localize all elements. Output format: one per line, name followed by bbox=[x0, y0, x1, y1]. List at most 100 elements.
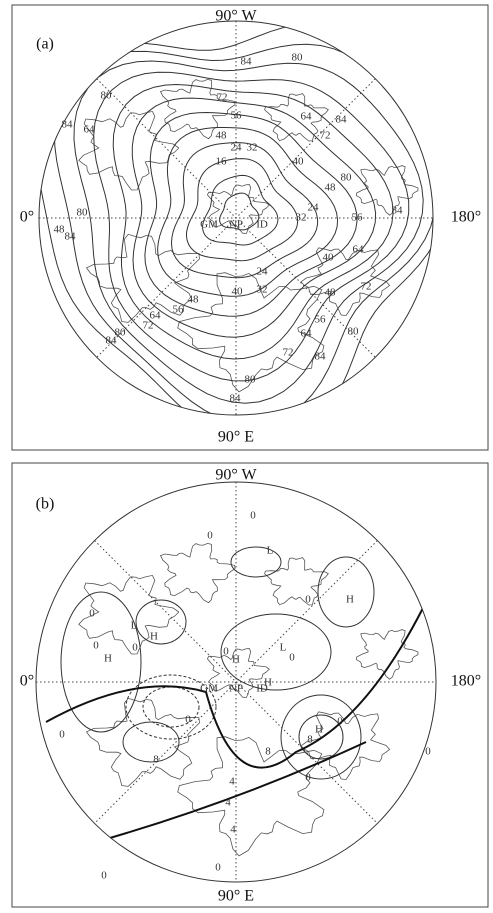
contour-label: 56 bbox=[315, 314, 327, 326]
contour-label: 0 bbox=[207, 530, 213, 542]
contour-label: 24 bbox=[308, 202, 320, 214]
pressure-center-label: H bbox=[346, 594, 354, 606]
meridian-label: 0° bbox=[20, 673, 34, 690]
contour-label: 32 bbox=[296, 212, 307, 224]
contour-label: 64 bbox=[301, 111, 313, 123]
contour-label: 48 bbox=[325, 182, 337, 194]
contour-label: 72 bbox=[283, 347, 294, 359]
meridian-label: 90° W bbox=[215, 467, 257, 484]
contour-label: 84 bbox=[106, 335, 118, 347]
meridian-label: 180° bbox=[451, 673, 481, 690]
contour-label: 4 bbox=[230, 824, 236, 836]
contour-label: 0 bbox=[59, 729, 65, 741]
contour-label: 80 bbox=[101, 90, 113, 102]
contour-label: 72 bbox=[361, 281, 372, 293]
region-label: NP bbox=[229, 683, 243, 695]
region-label: ID bbox=[256, 219, 268, 231]
contour-label: 80 bbox=[348, 326, 360, 338]
pressure-center-label: L bbox=[280, 642, 287, 654]
contour-label: 84 bbox=[315, 351, 327, 363]
meridian-label: 90° W bbox=[215, 8, 257, 25]
contour-label: 56 bbox=[231, 110, 243, 122]
contour-label: 32 bbox=[247, 142, 258, 154]
meridian-label: 90° E bbox=[218, 888, 254, 905]
contour-label: 40 bbox=[323, 252, 335, 264]
contour-label: 80 bbox=[341, 172, 353, 184]
coastline bbox=[178, 737, 324, 856]
contour-label: 64 bbox=[301, 328, 313, 340]
contour-label: 0 bbox=[185, 714, 191, 726]
contour bbox=[136, 600, 186, 644]
contour-label: 8 bbox=[307, 734, 313, 746]
pressure-center-label: H bbox=[150, 631, 158, 643]
contour-label: 4 bbox=[225, 797, 231, 809]
contour-label: 0 bbox=[223, 646, 229, 658]
contour-label: 84 bbox=[65, 231, 77, 243]
contour-label: 64 bbox=[353, 244, 365, 256]
contour-label: 84 bbox=[62, 119, 74, 131]
contour-label: 0 bbox=[337, 716, 343, 728]
contour-label: 56 bbox=[173, 304, 185, 316]
contour-label: 0 bbox=[425, 746, 431, 758]
contour-label: 24 bbox=[231, 142, 243, 154]
contour bbox=[35, 23, 447, 446]
contour-label: 0 bbox=[132, 642, 138, 654]
figure: (a)90° W90° E0°180°GMNPID848080847264645… bbox=[0, 0, 493, 908]
coastline bbox=[301, 248, 390, 316]
coastline bbox=[87, 698, 200, 786]
contour bbox=[61, 592, 141, 732]
contour-label: 80 bbox=[245, 374, 257, 386]
contour-label: 84 bbox=[241, 56, 253, 68]
panel-label: (a) bbox=[36, 36, 54, 53]
contour-label: 8 bbox=[153, 754, 159, 766]
contour bbox=[74, 61, 423, 403]
contour bbox=[231, 547, 281, 577]
contour bbox=[54, 44, 435, 424]
pressure-center-label: L bbox=[267, 545, 274, 557]
contour-label: 0 bbox=[305, 594, 311, 606]
contour-label: 72 bbox=[217, 92, 228, 104]
pressure-center-label: H bbox=[104, 653, 112, 665]
contour-label: 4 bbox=[229, 776, 235, 788]
contour-label: 0 bbox=[89, 608, 95, 620]
contour-label: 72 bbox=[143, 320, 154, 332]
contour-label: 72 bbox=[320, 130, 331, 142]
map-content bbox=[35, 21, 447, 446]
contour-label: 24 bbox=[257, 266, 269, 278]
contour-label: 80 bbox=[292, 52, 304, 64]
contour-label: 48 bbox=[216, 130, 228, 142]
contour-label: 40 bbox=[232, 286, 244, 298]
coastline bbox=[301, 712, 390, 780]
contour-label: 0 bbox=[93, 640, 99, 652]
region-label: GM bbox=[200, 219, 218, 231]
contour-label: 48 bbox=[54, 224, 66, 236]
meridian-label: 180° bbox=[451, 209, 481, 226]
coastline bbox=[356, 630, 418, 680]
contour-label: 32 bbox=[257, 284, 268, 296]
pressure-center-label: H bbox=[232, 654, 240, 666]
contour-label: 64 bbox=[84, 124, 96, 136]
pressure-center-label: H bbox=[315, 724, 323, 736]
pressure-center-label: H bbox=[264, 677, 272, 689]
contour-label: 0 bbox=[250, 510, 256, 522]
pressure-center-label: L bbox=[131, 620, 138, 632]
contour-label: 84 bbox=[230, 393, 242, 405]
contour-label: 84 bbox=[392, 205, 404, 217]
contour-label: 0 bbox=[101, 870, 107, 882]
contour-label: 56 bbox=[352, 212, 364, 224]
contour bbox=[123, 722, 179, 762]
contour-label: 40 bbox=[293, 156, 305, 168]
meridian-label: 0° bbox=[20, 209, 34, 226]
contour-label: 84 bbox=[336, 114, 348, 126]
contour-label: 0 bbox=[215, 862, 221, 874]
contour-label: 80 bbox=[77, 207, 89, 219]
region-label: NP bbox=[229, 219, 243, 231]
panel-frame bbox=[12, 463, 488, 907]
contour-label: 0 bbox=[289, 652, 295, 664]
contour-label: 16 bbox=[216, 156, 228, 168]
panel-label: (b) bbox=[36, 496, 55, 513]
contour-label: 8 bbox=[265, 746, 271, 758]
region-label: GM bbox=[200, 683, 218, 695]
coastline bbox=[161, 543, 236, 602]
contour-label: 48 bbox=[188, 294, 200, 306]
